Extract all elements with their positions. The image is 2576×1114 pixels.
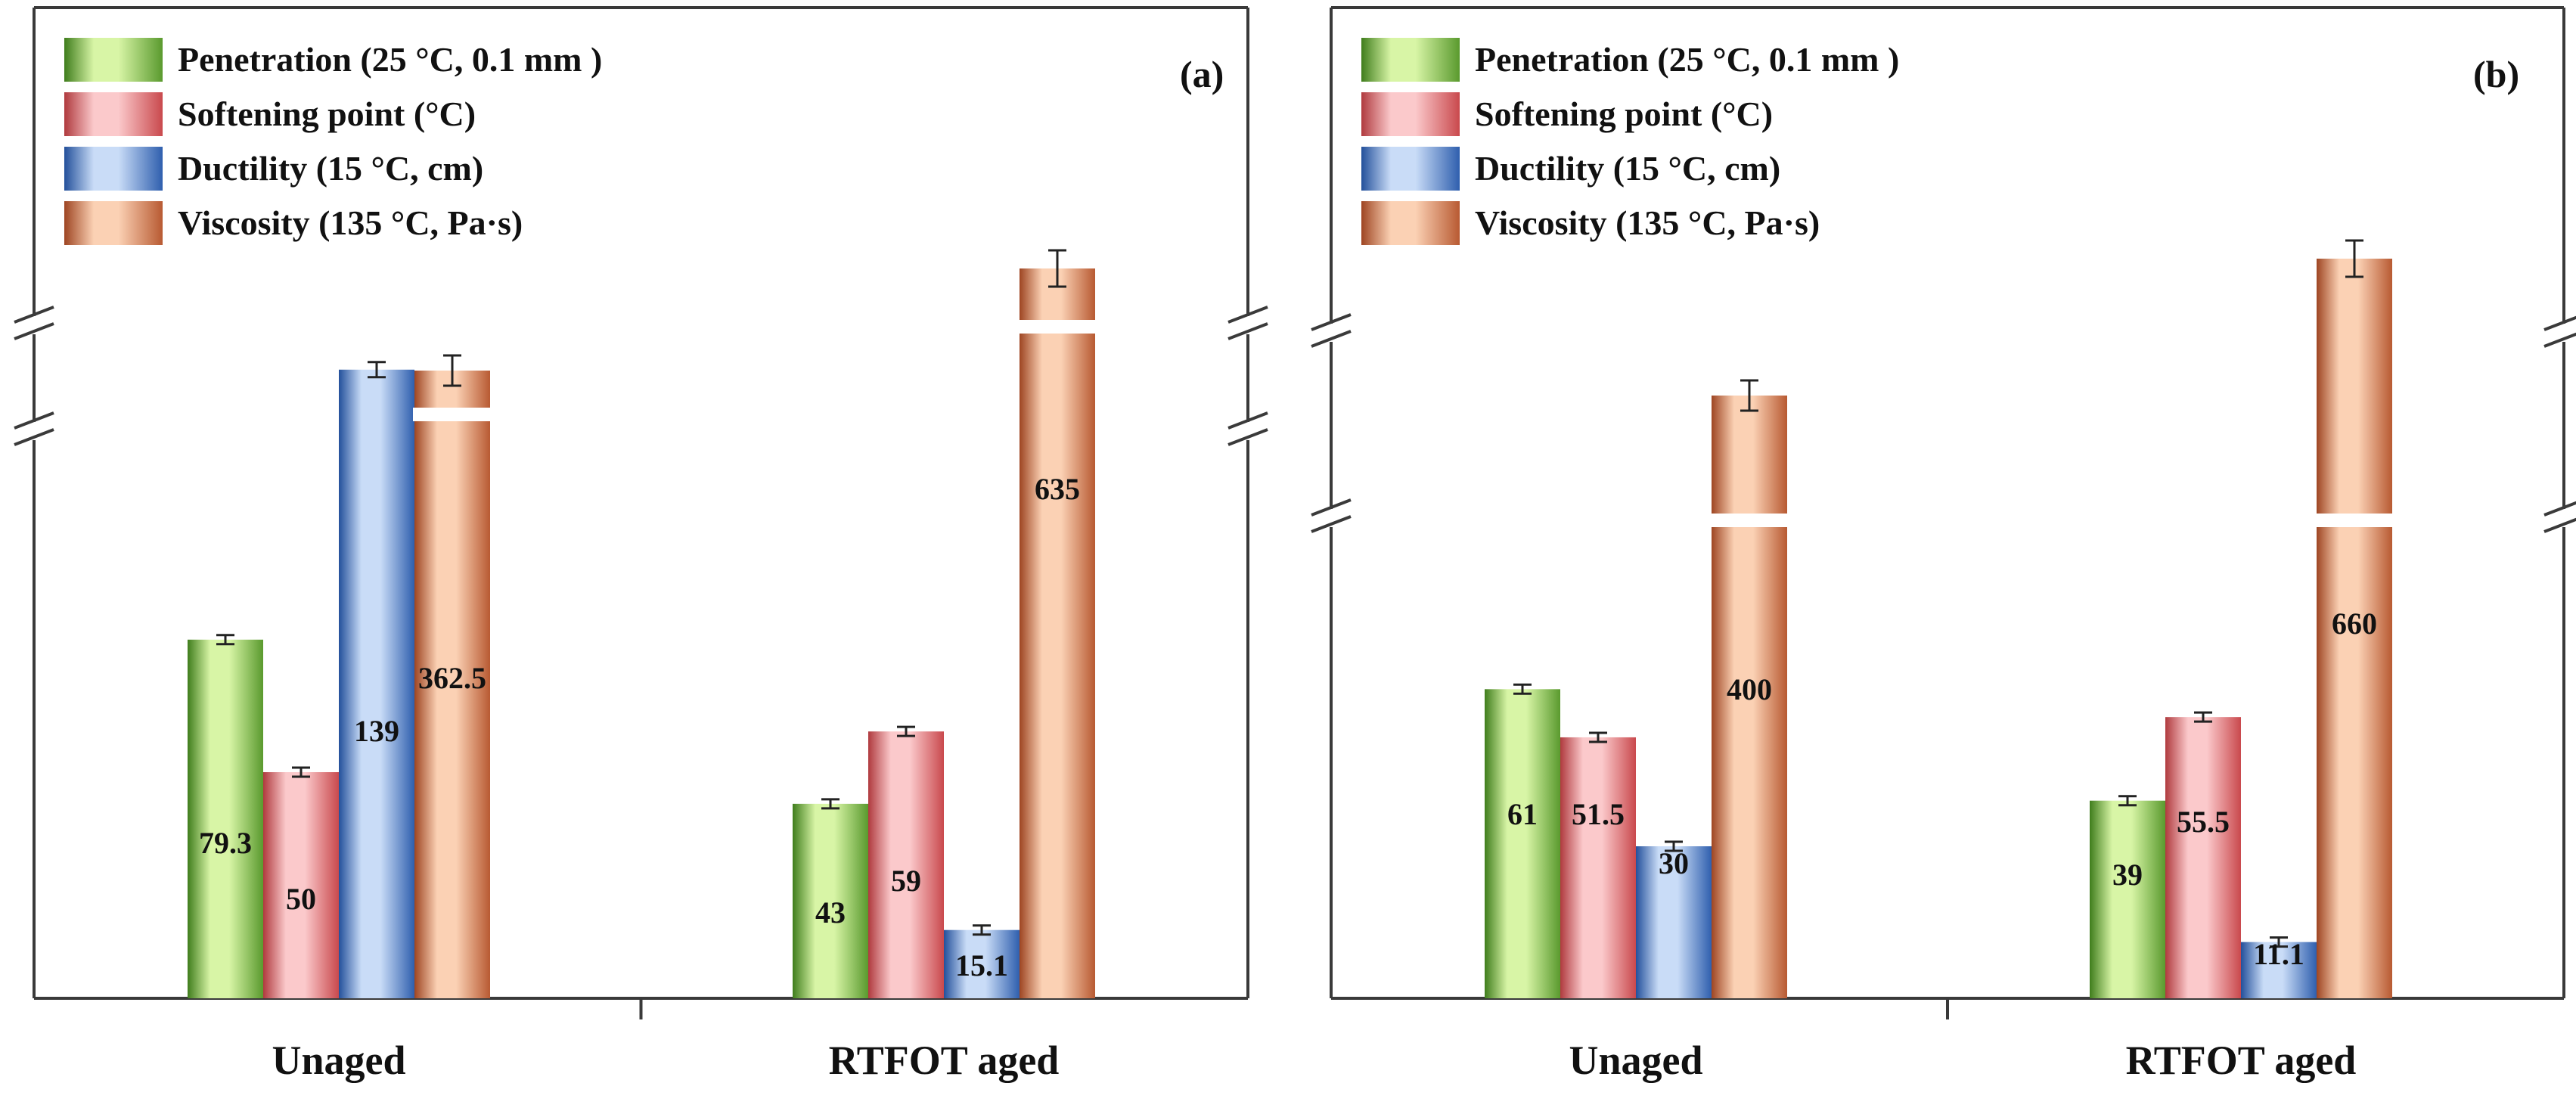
axis-break-mark (14, 428, 54, 446)
panel-b: Unaged RTFOT aged 61 39 51.5 55.5 30 11.1 400 660… (1311, 6, 2576, 1083)
data-label: 61 (1507, 797, 1538, 831)
bar-softening (1560, 737, 1636, 998)
axis-break-mark (1227, 322, 1268, 340)
bar-penetration (793, 803, 868, 998)
axis-break-mark (2543, 517, 2576, 533)
legend-swatch-softening (1361, 92, 1460, 136)
legend-label: Penetration (25 °C, 0.1 mm ) (1475, 40, 1899, 79)
legend-label: Viscosity (135 °C, Pa·s) (178, 203, 523, 242)
data-label: 400 (1727, 672, 1772, 706)
data-label: 660 (2332, 607, 2377, 641)
legend-swatch-viscosity (64, 201, 163, 245)
x-tick-label: Unaged (272, 1038, 405, 1083)
bar-break-gap (413, 408, 492, 421)
bar-viscosity (1020, 268, 1095, 998)
axis-break-mark (2543, 501, 2576, 517)
x-tick-label: RTFOT aged (829, 1038, 1060, 1083)
legend-label: Softening point (°C) (1475, 95, 1773, 133)
data-label: 79.3 (199, 826, 252, 860)
bar-penetration (188, 639, 263, 998)
data-label: 15.1 (955, 948, 1008, 982)
legend-swatch-penetration (1361, 38, 1460, 82)
data-label: 59 (891, 864, 921, 898)
x-tick-label: Unaged (1569, 1038, 1702, 1083)
data-label: 635 (1035, 472, 1080, 506)
axis-break-mark (1311, 313, 1352, 331)
bar-penetration (1485, 689, 1560, 998)
legend-label: Ductility (15 °C, cm) (1475, 149, 1780, 188)
legend-label: Penetration (25 °C, 0.1 mm ) (178, 40, 602, 79)
bar-viscosity (414, 371, 490, 998)
x-tick-label: RTFOT aged (2126, 1038, 2357, 1083)
axis-break-mark (1227, 411, 1268, 430)
data-label: 55.5 (2177, 805, 2230, 839)
bar-ductility (944, 929, 1020, 998)
data-label: 30 (1659, 846, 1689, 880)
axis-break-mark (2543, 332, 2576, 348)
legend-swatch-ductility (64, 147, 163, 191)
legend-label: Viscosity (135 °C, Pa·s) (1475, 203, 1820, 242)
bar-ductility (1636, 846, 1712, 998)
axis-break-mark (14, 411, 54, 430)
data-label: 139 (354, 714, 399, 748)
axis-break-mark (1227, 306, 1268, 324)
data-label: 362.5 (418, 661, 486, 695)
panel-a: Unaged RTFOT aged 79.3 43 50 59 139 15.1 362.5 63… (14, 6, 1268, 1083)
bar-softening (868, 731, 944, 998)
data-label: 51.5 (1572, 797, 1625, 831)
axis-break-mark (1227, 428, 1268, 446)
legend-swatch-softening (64, 92, 163, 136)
bar-penetration (2090, 800, 2165, 998)
panel-label: (a) (1180, 53, 1224, 95)
legend-swatch-viscosity (1361, 201, 1460, 245)
bar-break-gap (1710, 514, 1789, 527)
axis-break-mark (1311, 498, 1352, 517)
axis-break-mark (1311, 515, 1352, 533)
bar-softening (2165, 717, 2241, 998)
data-label: 43 (815, 895, 846, 929)
bar-ductility (339, 369, 414, 998)
legend-swatch-ductility (1361, 147, 1460, 191)
bar-ductility (2241, 942, 2317, 998)
bar-softening (263, 772, 339, 998)
panel-label: (b) (2473, 53, 2519, 95)
legend-label: Ductility (15 °C, cm) (178, 149, 483, 188)
bar-break-gap (1018, 320, 1097, 334)
legend-label: Softening point (°C) (178, 95, 476, 133)
axis-break-mark (14, 322, 54, 340)
bar-viscosity (1712, 396, 1787, 998)
data-label: 11.1 (2253, 937, 2304, 971)
axis-break-mark (2543, 315, 2576, 331)
bar-break-gap (2315, 514, 2394, 527)
axis-break-mark (14, 306, 54, 324)
data-label: 50 (286, 882, 316, 916)
legend-swatch-penetration (64, 38, 163, 82)
data-label: 39 (2112, 858, 2143, 892)
axis-break-mark (1311, 330, 1352, 348)
bar-viscosity (2317, 259, 2392, 998)
